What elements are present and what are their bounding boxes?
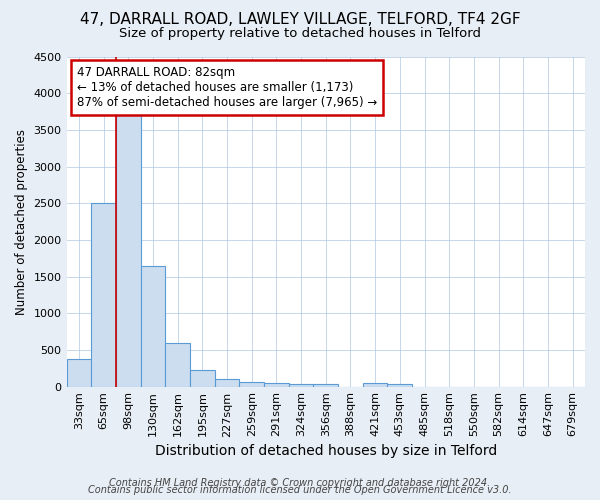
Bar [215, 379, 239, 386]
Bar [313, 384, 338, 386]
X-axis label: Distribution of detached houses by size in Telford: Distribution of detached houses by size … [155, 444, 497, 458]
Bar [239, 382, 264, 386]
Y-axis label: Number of detached properties: Number of detached properties [15, 128, 28, 314]
Text: 47, DARRALL ROAD, LAWLEY VILLAGE, TELFORD, TF4 2GF: 47, DARRALL ROAD, LAWLEY VILLAGE, TELFOR… [80, 12, 520, 28]
Bar [116, 114, 140, 386]
Bar [140, 266, 165, 386]
Text: Contains HM Land Registry data © Crown copyright and database right 2024.: Contains HM Land Registry data © Crown c… [109, 478, 491, 488]
Text: 47 DARRALL ROAD: 82sqm
← 13% of detached houses are smaller (1,173)
87% of semi-: 47 DARRALL ROAD: 82sqm ← 13% of detached… [77, 66, 377, 110]
Bar [289, 384, 313, 386]
Bar [363, 382, 388, 386]
Bar [165, 342, 190, 386]
Bar [264, 382, 289, 386]
Text: Size of property relative to detached houses in Telford: Size of property relative to detached ho… [119, 28, 481, 40]
Bar [388, 384, 412, 386]
Bar [91, 203, 116, 386]
Bar [67, 360, 91, 386]
Bar [190, 370, 215, 386]
Text: Contains public sector information licensed under the Open Government Licence v3: Contains public sector information licen… [88, 485, 512, 495]
